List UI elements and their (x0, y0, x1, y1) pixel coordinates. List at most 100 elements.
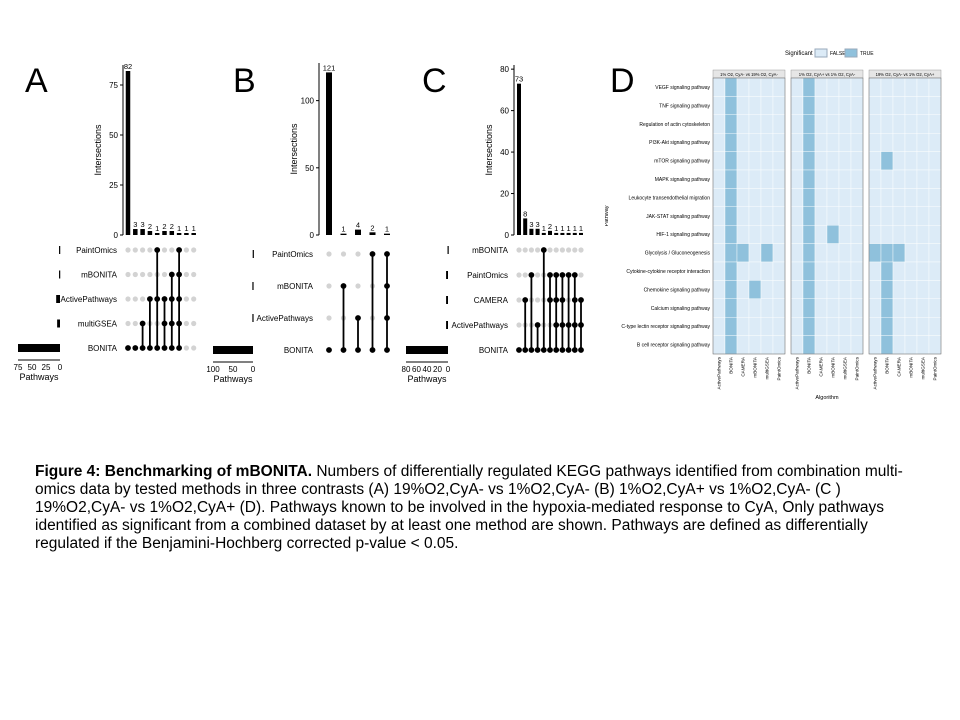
pathway-tick-label: C-type lectin receptor signaling pathway (621, 324, 710, 330)
intersection-bar (140, 229, 145, 235)
heatmap-cell (826, 224, 840, 244)
matrix-filled-dot (553, 272, 560, 278)
heatmap-cell (826, 261, 840, 281)
heatmap-cell (790, 206, 804, 226)
matrix-empty-dot (355, 251, 361, 257)
set-size-bar (213, 346, 253, 354)
x-axis-label: Algorithm (815, 395, 839, 401)
heatmap-cell (736, 188, 750, 207)
heatmap-cell (802, 261, 816, 281)
set-label: PaintOmics (76, 246, 117, 255)
set-size-bar (406, 346, 448, 354)
set-label: mBONITA (277, 282, 314, 291)
set-size-tick-label: 60 (412, 365, 421, 374)
heatmap-cell (928, 114, 942, 134)
heatmap-cell (850, 280, 864, 299)
bar-value-label: 121 (323, 63, 336, 72)
bar-value-label: 82 (124, 62, 132, 71)
matrix-empty-dot (183, 320, 189, 327)
matrix-filled-dot (528, 272, 535, 278)
heatmap-cell (916, 298, 930, 318)
heatmap-cell (916, 77, 930, 97)
matrix-filled-dot (154, 247, 161, 253)
set-label: ActivePathways (257, 314, 313, 323)
heatmap-cell (760, 77, 774, 97)
heatmap-cell (868, 261, 882, 281)
heatmap-cell (928, 188, 942, 207)
heatmap-cell (916, 224, 930, 244)
intersection-bar (176, 233, 182, 235)
matrix-empty-dot (183, 271, 189, 278)
matrix-filled-dot (161, 345, 168, 351)
bar-value-label: 1 (573, 224, 577, 233)
heatmap-cell (826, 169, 840, 189)
matrix-filled-dot (369, 251, 376, 257)
heatmap-cell (724, 280, 738, 299)
intersection-bar (554, 232, 559, 235)
heatmap-cell (850, 151, 864, 171)
heatmap-cell (712, 280, 726, 299)
heatmap-cell (772, 169, 786, 189)
heatmap-cell (748, 96, 762, 116)
heatmap-cell (838, 224, 852, 244)
heatmap-cell (916, 261, 930, 281)
bar-value-label: 2 (162, 222, 166, 231)
legend-false-swatch (814, 48, 828, 58)
matrix-filled-dot (522, 347, 529, 353)
matrix-empty-dot (535, 297, 541, 303)
heatmap-cell (790, 298, 804, 318)
matrix-filled-dot (578, 322, 584, 328)
matrix-filled-dot (547, 272, 553, 278)
heatmap-cell (772, 298, 786, 318)
heatmap-cell (772, 132, 786, 152)
heatmap-cell (748, 243, 762, 263)
heatmap-cell (814, 169, 828, 189)
set-label: PaintOmics (272, 250, 313, 259)
facet-frame (790, 77, 864, 355)
heatmap-cell (790, 224, 804, 244)
facet-strip-label: 1% O2, CyA+ vs 1% O2, CyA- (799, 72, 856, 77)
heatmap-cell (928, 298, 942, 318)
heatmap-cell (880, 169, 894, 189)
heatmap-cell (868, 224, 882, 244)
heatmap-cell (802, 335, 816, 355)
intersection-bar (355, 229, 361, 235)
heatmap-cell (916, 96, 930, 116)
heatmap-cell (724, 169, 738, 189)
matrix-empty-dot (516, 272, 522, 278)
bar-value-label: 1 (341, 225, 345, 234)
y-axis-label: Pathway (605, 205, 610, 226)
matrix-filled-dot (161, 296, 168, 302)
heatmap-cell (868, 206, 882, 226)
heatmap-cell (814, 96, 828, 116)
matrix-empty-dot (132, 320, 138, 327)
heatmap-cell (736, 261, 750, 281)
algorithm-tick-label: multiGSEA (843, 356, 848, 379)
intersection-bar (133, 229, 138, 235)
heatmap-cell (826, 206, 840, 226)
heatmap-cell (802, 188, 816, 207)
heatmap-cell (838, 77, 852, 97)
heatmap-cell (712, 243, 726, 263)
y-tick-label: 40 (500, 148, 509, 157)
heatmap-cell (892, 77, 906, 97)
heatmap-cell (790, 243, 804, 263)
heatmap-cell (826, 96, 840, 116)
matrix-filled-dot (559, 297, 566, 303)
matrix-empty-dot (125, 247, 131, 253)
set-size-bar (252, 314, 254, 322)
heatmap-cell (790, 169, 804, 189)
heatmap-cell (838, 151, 852, 171)
bar-value-label: 2 (370, 223, 374, 232)
algorithm-tick-label: ActivePathways (873, 356, 878, 389)
heatmap-cell (838, 317, 852, 336)
bar-value-label: 1 (567, 224, 571, 233)
matrix-filled-dot (553, 297, 560, 303)
matrix-filled-dot (565, 347, 572, 353)
set-size-bar (447, 246, 449, 254)
algorithm-tick-label: multiGSEA (921, 356, 926, 379)
heatmap-cell (928, 206, 942, 226)
matrix-empty-dot (553, 247, 559, 253)
heatmap-cell (826, 298, 840, 318)
heatmap-cell (892, 188, 906, 207)
